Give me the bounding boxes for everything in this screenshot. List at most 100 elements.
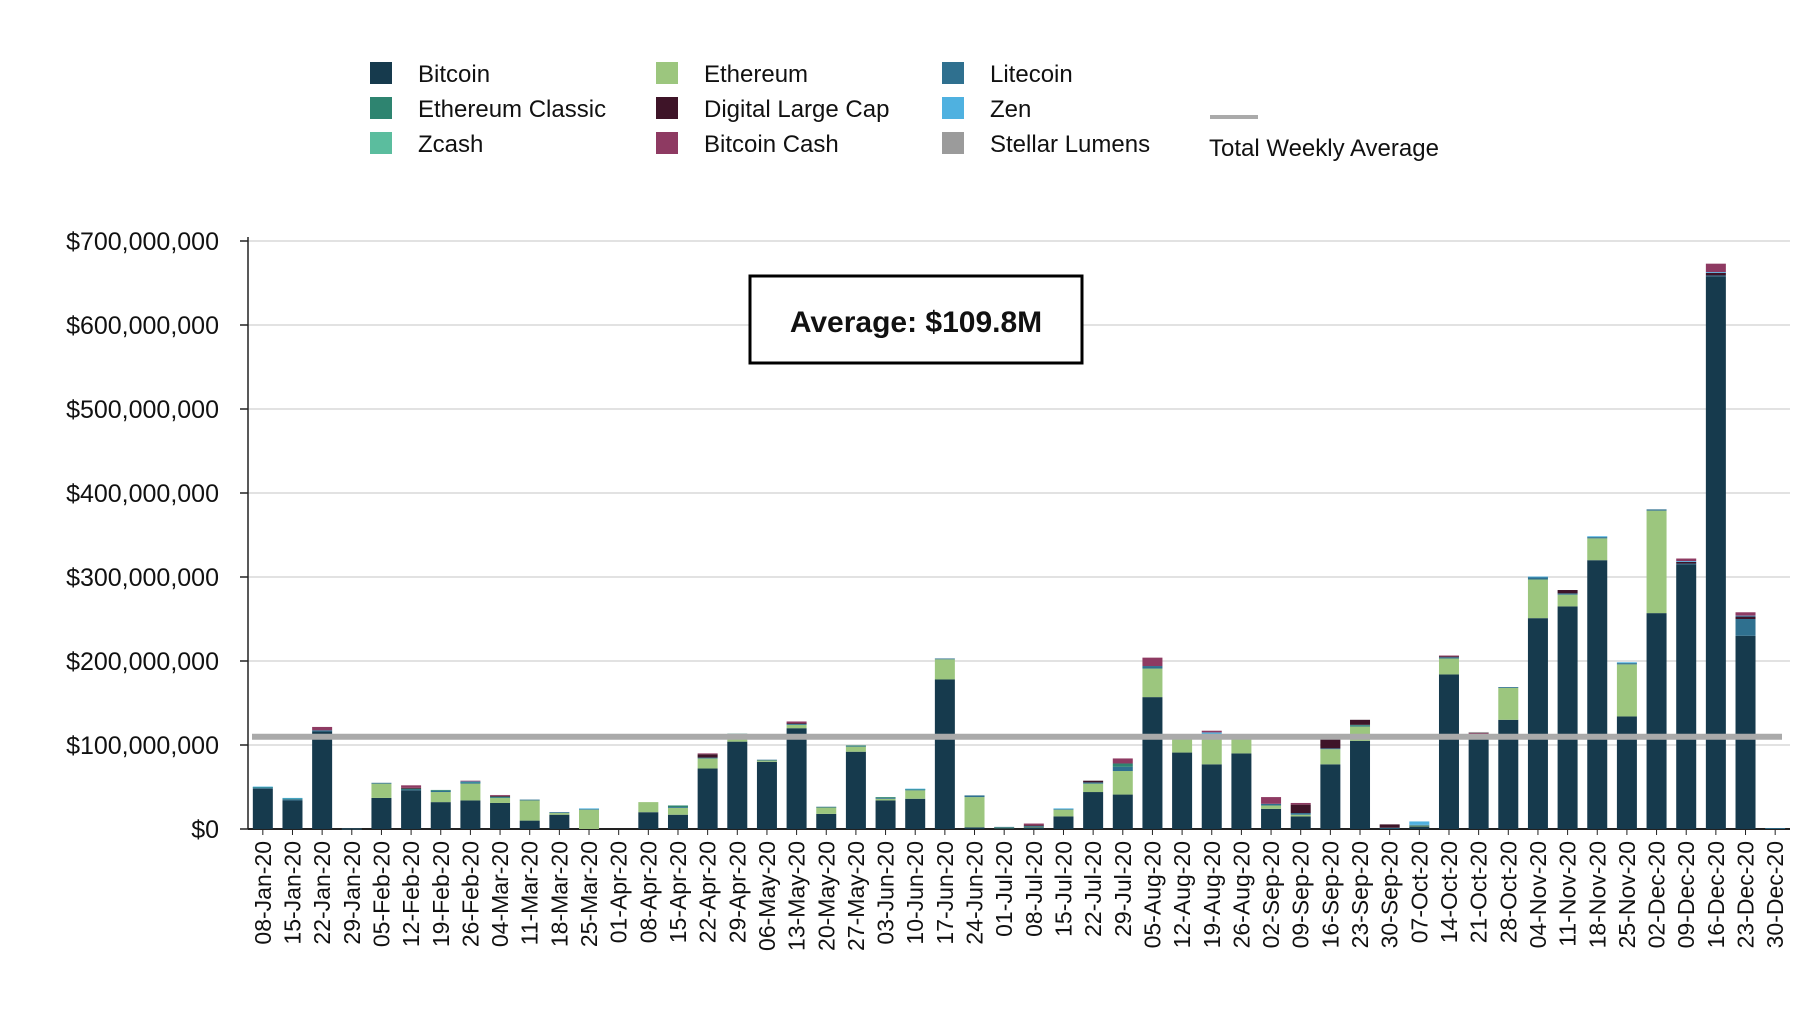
bar-bitcoin — [1350, 740, 1371, 829]
bar-ethereum — [1527, 579, 1548, 619]
x-tick-label: 22-Jan-20 — [309, 841, 335, 945]
legend-swatch-litecoin — [942, 62, 964, 84]
bar-bitcoin-cash — [1112, 758, 1133, 764]
bar-ethereum — [756, 760, 777, 762]
bar-ethereum — [1290, 814, 1311, 817]
bar-litecoin — [549, 812, 570, 814]
x-tick-label: 20-May-20 — [813, 841, 839, 951]
bar-ethereum — [845, 746, 866, 752]
bar-ethereum — [1261, 805, 1282, 809]
bar-ethereum-classic — [875, 797, 896, 798]
x-tick-label: 23-Sep-20 — [1347, 841, 1373, 948]
bar-bitcoin — [490, 802, 511, 829]
bar-bitcoin — [430, 802, 451, 829]
x-tick-label: 14-Oct-20 — [1436, 841, 1462, 943]
bar-bitcoin — [1112, 794, 1133, 829]
bar-bitcoin — [697, 768, 718, 829]
bar-digital-large-cap — [1320, 736, 1341, 749]
x-tick-label: 08-Jan-20 — [250, 841, 276, 945]
bar-bitcoin — [845, 751, 866, 829]
bar-zen — [905, 788, 926, 790]
bar-bitcoin — [1023, 827, 1044, 829]
x-tick-label: 22-Jul-20 — [1080, 841, 1106, 937]
bar-ethereum-classic — [401, 788, 422, 790]
bar-digital-large-cap — [1705, 272, 1726, 276]
bar-litecoin — [341, 828, 362, 830]
bar-digital-large-cap — [1350, 719, 1371, 725]
bar-zen — [1735, 615, 1756, 617]
y-tick-label: $600,000,000 — [66, 312, 219, 340]
bar-ethereum — [1142, 668, 1163, 698]
legend-label-stellar-lumens: Stellar Lumens — [990, 131, 1150, 158]
bar-ethereum-classic — [905, 789, 926, 790]
bar-bitcoin — [875, 800, 896, 829]
bar-litecoin — [430, 790, 451, 793]
bar-ethereum — [1646, 510, 1667, 614]
legend-label-bitcoin-cash: Bitcoin Cash — [704, 131, 839, 158]
x-tick-label: 16-Sep-20 — [1317, 841, 1343, 948]
bar-litecoin — [964, 795, 985, 798]
bar-bitcoin — [1053, 816, 1074, 829]
x-tick-label: 25-Nov-20 — [1614, 841, 1640, 948]
x-tick-label: 01-Apr-20 — [606, 841, 632, 943]
bar-ethereum — [1498, 687, 1519, 720]
bar-bitcoin — [1261, 808, 1282, 829]
annotation-box — [748, 274, 1084, 365]
bar-ethereum — [786, 724, 807, 729]
x-tick-label: 11-Mar-20 — [517, 841, 543, 945]
bar-bitcoin — [1705, 276, 1726, 829]
bar-digital-large-cap — [697, 754, 718, 758]
legend-label-bitcoin: Bitcoin — [418, 61, 490, 88]
x-tick-label: 22-Apr-20 — [695, 841, 721, 943]
bar-litecoin — [845, 745, 866, 747]
bar-bitcoin — [460, 800, 481, 829]
y-tick-label: $300,000,000 — [66, 564, 219, 592]
legend-swatch-zcash — [370, 132, 392, 154]
bar-bitcoin-cash — [1201, 730, 1222, 733]
bar-ethereum — [1320, 749, 1341, 765]
x-tick-label: 07-Oct-20 — [1406, 841, 1432, 943]
bar-ethereum — [697, 758, 718, 769]
bar-stellar-lumens — [1468, 731, 1489, 733]
bar-zen — [460, 781, 481, 783]
bar-zen — [1409, 821, 1430, 825]
bar-bitcoin — [1676, 564, 1697, 829]
x-tick-label: 25-Mar-20 — [576, 841, 602, 947]
bar-bitcoin-cash — [1261, 797, 1282, 804]
bar-litecoin — [905, 789, 926, 791]
bar-ethereum — [1023, 826, 1044, 828]
bar-bitcoin — [667, 814, 688, 829]
x-tick-label: 29-Apr-20 — [724, 841, 750, 943]
x-tick-label: 05-Feb-20 — [368, 841, 394, 947]
bar-ethereum — [638, 802, 659, 813]
bar-ethereum-classic — [490, 796, 511, 798]
bar-ethereum — [490, 797, 511, 803]
bar-ethereum — [875, 798, 896, 801]
bar-litecoin — [875, 797, 896, 799]
bar-bitcoin-cash — [490, 794, 511, 796]
bar-ethereum — [1201, 735, 1222, 765]
bar-bitcoin-cash — [1438, 655, 1459, 657]
x-tick-label: 19-Aug-20 — [1199, 841, 1225, 948]
bar-ethereum — [1587, 538, 1608, 561]
bar-ethereum — [430, 792, 451, 803]
bar-litecoin — [579, 808, 600, 810]
y-tick-label: $0 — [191, 816, 219, 844]
bar-ethereum-classic — [1112, 763, 1133, 767]
bar-ethereum — [1616, 664, 1637, 717]
bar-bitcoin — [994, 828, 1015, 829]
bar-bitcoin — [282, 800, 303, 829]
bar-litecoin — [1290, 813, 1311, 815]
bar-ethereum — [549, 813, 570, 815]
x-tick-label: 19-Feb-20 — [428, 841, 454, 947]
bar-bitcoin-cash — [786, 721, 807, 724]
bar-litecoin — [1261, 803, 1282, 806]
bar-ethereum-classic — [845, 745, 866, 747]
bar-litecoin — [252, 787, 273, 789]
bar-digital-large-cap — [1290, 804, 1311, 814]
legend-label-ethereum: Ethereum — [704, 61, 808, 88]
bar-bitcoin — [1379, 828, 1400, 829]
bar-litecoin — [1142, 666, 1163, 669]
x-tick-label: 12-Feb-20 — [398, 841, 424, 947]
y-tick-label: $200,000,000 — [66, 648, 219, 676]
